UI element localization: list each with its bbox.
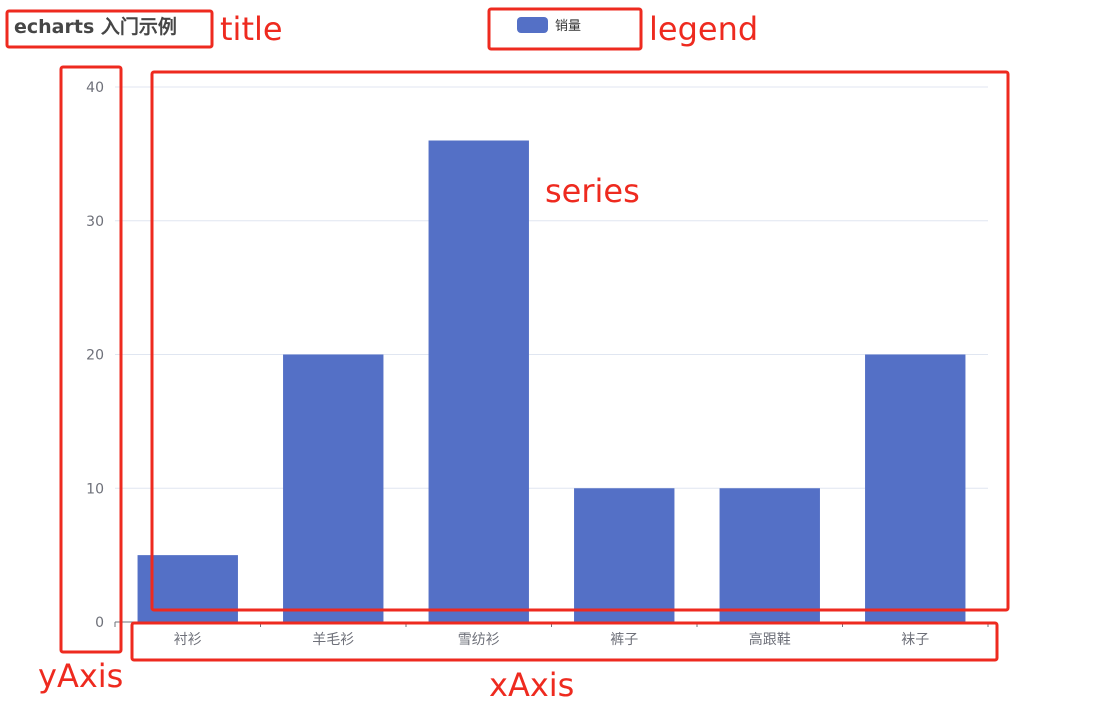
x-tick-label: 衬衫	[174, 632, 202, 648]
x-tick-label: 高跟鞋	[749, 631, 791, 648]
annotation-overlay: title legend yAxis series xAxis	[5, 7, 1010, 704]
chart-title: echarts 入门示例	[14, 15, 177, 38]
legend-swatch[interactable]	[517, 17, 548, 33]
yaxis-annotation-label: yAxis	[38, 657, 123, 695]
x-axis: 衬衫 羊毛衫 雪纺衫 裤子 高跟鞋 袜子	[114, 621, 989, 648]
x-tick-label: 裤子	[610, 632, 638, 648]
chart-legend[interactable]: 销量	[517, 17, 581, 34]
yaxis-annotation-box	[59, 65, 123, 654]
bar-3	[574, 488, 675, 622]
xaxis-annotation-box	[130, 621, 999, 662]
bar-5	[865, 354, 966, 622]
y-tick-label: 20	[86, 348, 104, 364]
bar-1	[283, 354, 384, 622]
x-tick-label: 羊毛衫	[312, 632, 354, 648]
y-axis-tick-labels: 0 10 20 30 40	[86, 80, 104, 631]
bar-4	[719, 488, 820, 622]
legend-annotation-label: legend	[649, 10, 758, 48]
y-tick-label: 10	[86, 481, 104, 497]
x-tick-label: 雪纺衫	[458, 632, 500, 648]
y-tick-label: 30	[86, 214, 104, 230]
xaxis-annotation-label: xAxis	[489, 666, 574, 704]
legend-label[interactable]: 销量	[555, 19, 581, 34]
series-annotation-box	[150, 70, 1010, 612]
bar-series	[137, 140, 966, 622]
y-gridlines	[115, 86, 988, 489]
x-tick-label: 袜子	[901, 632, 929, 648]
series-annotation-label: series	[545, 172, 640, 210]
y-axis: 0 10 20 30 40	[86, 80, 104, 631]
legend-annotation-box	[487, 7, 643, 51]
y-tick-label: 0	[95, 615, 104, 631]
bar-2	[428, 140, 529, 622]
x-axis-tick-labels: 衬衫 羊毛衫 雪纺衫 裤子 高跟鞋 袜子	[174, 631, 930, 648]
y-tick-label: 40	[86, 80, 104, 96]
title-annotation-label: title	[220, 10, 283, 48]
title-annotation-box	[5, 9, 214, 49]
